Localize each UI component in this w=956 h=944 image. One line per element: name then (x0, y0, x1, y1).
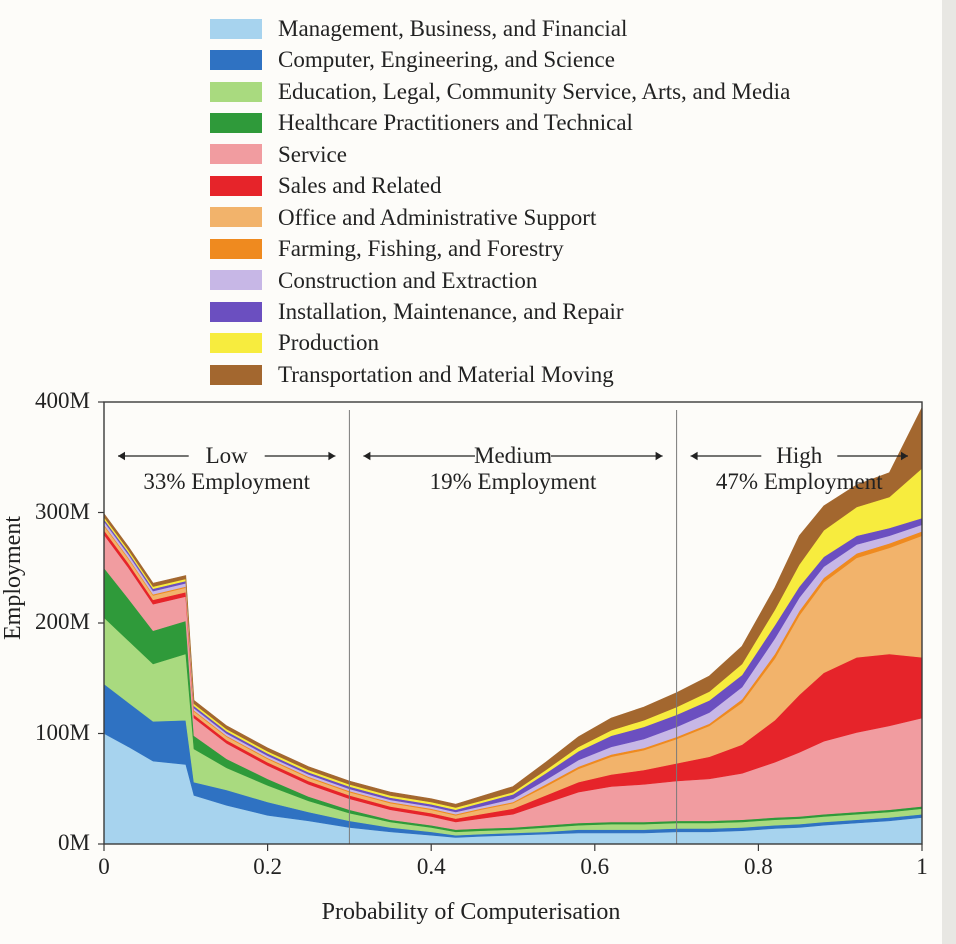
legend-swatch (210, 50, 262, 70)
legend-label: Farming, Fishing, and Forestry (278, 234, 564, 263)
legend-swatch (210, 144, 262, 164)
legend-label: Management, Business, and Financial (278, 14, 627, 43)
y-tick-label: 100M (0, 720, 90, 746)
legend-swatch (210, 207, 262, 227)
legend-label: Production (278, 328, 379, 357)
legend-item: Healthcare Practitioners and Technical (210, 108, 790, 137)
legend-swatch (210, 239, 262, 259)
legend-swatch (210, 270, 262, 290)
page: { "chart": { "type": "stacked-area", "ba… (0, 0, 956, 944)
region-title: Low (206, 443, 249, 468)
legend-item: Office and Administrative Support (210, 203, 790, 232)
legend-label: Computer, Engineering, and Science (278, 45, 615, 74)
legend-label: Transportation and Material Moving (278, 360, 614, 389)
legend-label: Installation, Maintenance, and Repair (278, 297, 624, 326)
x-tick-label: 0.2 (253, 854, 282, 879)
region-title: High (776, 443, 823, 468)
legend-item: Computer, Engineering, and Science (210, 45, 790, 74)
legend-label: Office and Administrative Support (278, 203, 596, 232)
y-tick-label: 200M (0, 609, 90, 635)
region-subtitle: 19% Employment (430, 469, 597, 494)
x-tick-label: 0.8 (744, 854, 773, 879)
x-tick-label: 0.4 (417, 854, 446, 879)
legend-item: Production (210, 328, 790, 357)
legend-item: Farming, Fishing, and Forestry (210, 234, 790, 263)
region-subtitle: 33% Employment (143, 469, 310, 494)
region-title: Medium (474, 443, 552, 468)
legend-item: Service (210, 140, 790, 169)
legend-swatch (210, 113, 262, 133)
legend-swatch (210, 19, 262, 39)
legend-label: Sales and Related (278, 171, 442, 200)
legend-item: Installation, Maintenance, and Repair (210, 297, 790, 326)
region-subtitle: 47% Employment (716, 469, 883, 494)
y-tick-label: 400M (0, 388, 90, 414)
legend-item: Sales and Related (210, 171, 790, 200)
legend-item: Education, Legal, Community Service, Art… (210, 77, 790, 106)
legend-label: Construction and Extraction (278, 266, 537, 295)
legend-swatch (210, 365, 262, 385)
stacked-area-chart: Low33% Employment Medium19% Employment Hig… (98, 398, 928, 882)
y-tick-label: 0M (0, 830, 90, 856)
legend: Management, Business, and FinancialCompu… (210, 14, 790, 391)
legend-item: Transportation and Material Moving (210, 360, 790, 389)
x-tick-label: 0 (98, 854, 110, 879)
y-tick-label: 300M (0, 499, 90, 525)
legend-swatch (210, 82, 262, 102)
legend-item: Management, Business, and Financial (210, 14, 790, 43)
x-tick-label: 0.6 (580, 854, 609, 879)
x-axis-label: Probability of Computerisation (0, 899, 942, 926)
legend-swatch (210, 333, 262, 353)
legend-swatch (210, 302, 262, 322)
legend-label: Healthcare Practitioners and Technical (278, 108, 633, 137)
legend-label: Education, Legal, Community Service, Art… (278, 77, 790, 106)
legend-item: Construction and Extraction (210, 266, 790, 295)
plot-area: Low33% Employment Medium19% Employment Hig… (98, 398, 928, 882)
right-margin-strip (942, 0, 956, 944)
legend-swatch (210, 176, 262, 196)
legend-label: Service (278, 140, 347, 169)
x-tick-label: 1 (916, 854, 928, 879)
